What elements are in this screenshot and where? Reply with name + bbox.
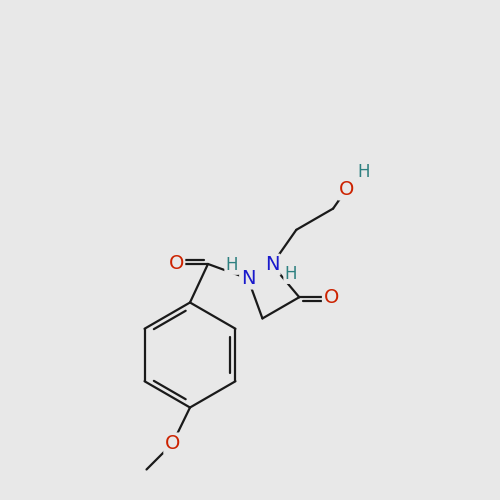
Text: N: N bbox=[264, 255, 279, 274]
Text: O: O bbox=[168, 254, 184, 274]
Text: O: O bbox=[165, 434, 180, 453]
Text: O: O bbox=[324, 288, 339, 306]
Text: H: H bbox=[358, 163, 370, 181]
Text: H: H bbox=[226, 256, 238, 274]
Text: O: O bbox=[339, 180, 354, 199]
Text: N: N bbox=[240, 269, 255, 288]
Text: H: H bbox=[284, 264, 297, 282]
